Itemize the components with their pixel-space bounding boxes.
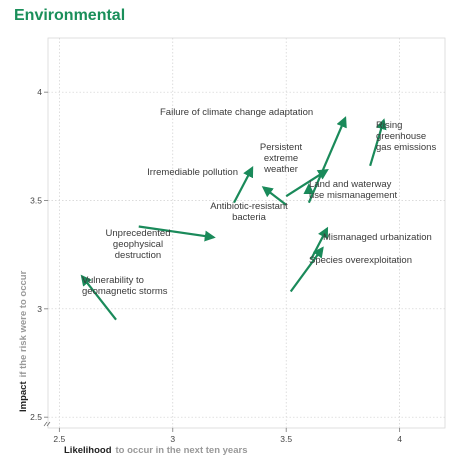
risk-label-line: weather bbox=[263, 164, 298, 175]
risk-label: Failure of climate change adaptation bbox=[160, 107, 313, 118]
x-tick-label: 2.5 bbox=[53, 434, 65, 444]
x-tick-label: 4 bbox=[397, 434, 402, 444]
risk-label: Land and waterway use mismanagement bbox=[309, 179, 398, 201]
axis-break-mark bbox=[43, 421, 51, 427]
risk-label-line: greenhouse bbox=[376, 131, 426, 142]
risk-label-line: Failure of climate change adaptation bbox=[160, 107, 313, 118]
chart-title: Environmental bbox=[14, 7, 126, 24]
risk-label: Mismanaged urbanization bbox=[323, 232, 432, 243]
risk-arrow bbox=[369, 118, 387, 167]
risk-label-line: extreme bbox=[264, 153, 298, 164]
risk-label: Persistent extreme weather bbox=[260, 142, 303, 175]
risk-label: Unprecedented geophysical destruction bbox=[106, 228, 171, 261]
risk-arrow bbox=[80, 274, 117, 321]
y-tick-label: 3.5 bbox=[30, 196, 42, 206]
y-axis-label: Impact if the risk were to occur bbox=[18, 270, 29, 412]
x-axis-label-rest: to occur in the next ten years bbox=[116, 445, 248, 456]
risk-label-line: use mismanagement bbox=[309, 190, 398, 201]
risk-label-line: Mismanaged urbanization bbox=[323, 232, 432, 243]
risk-arrow bbox=[233, 166, 254, 204]
plot-frame bbox=[47, 37, 446, 429]
risk-label-line: geophysical bbox=[113, 239, 163, 250]
risk-label: Irremediable pollution bbox=[147, 167, 238, 178]
risk-label-line: geomagnetic storms bbox=[82, 286, 168, 297]
y-tick-label: 4 bbox=[37, 87, 42, 97]
risk-label-line: Rising bbox=[376, 120, 402, 131]
x-tick-label: 3 bbox=[170, 434, 175, 444]
risk-label: Vulnerability to geomagnetic storms bbox=[82, 275, 168, 297]
risk-label-line: Persistent bbox=[260, 142, 303, 153]
risk-label-line: Antibiotic-resistant bbox=[210, 201, 288, 212]
risk-label-line: Species overexploitation bbox=[309, 255, 412, 266]
risk-label-line: Land and waterway bbox=[309, 179, 392, 190]
risk-label-line: Irremediable pollution bbox=[147, 167, 238, 178]
risk-label-line: destruction bbox=[115, 250, 161, 261]
x-axis-label-bold: Likelihood bbox=[64, 445, 112, 456]
risk-label-line: gas emissions bbox=[376, 142, 436, 153]
risk-arrow bbox=[138, 225, 216, 242]
y-tick-label: 3 bbox=[37, 304, 42, 314]
y-axis-label-rest: if the risk were to occur bbox=[18, 270, 29, 377]
y-tick-label: 2.5 bbox=[30, 412, 42, 422]
risk-label-line: Unprecedented bbox=[106, 228, 171, 239]
risk-label: Species overexploitation bbox=[309, 255, 412, 266]
x-tick-label: 3.5 bbox=[280, 434, 292, 444]
x-axis-label: Likelihood to occur in the next ten years bbox=[64, 445, 247, 456]
risk-label-line: bacteria bbox=[232, 212, 267, 223]
risk-label-line: Vulnerability to bbox=[82, 275, 144, 286]
risk-label: Rising greenhouse gas emissions bbox=[376, 120, 436, 153]
y-axis-label-bold: Impact bbox=[18, 381, 29, 412]
risk-arrow bbox=[261, 186, 287, 206]
risk-arrow bbox=[289, 246, 324, 293]
risk-arrow bbox=[307, 116, 347, 204]
risk-label: Antibiotic-resistant bacteria bbox=[210, 201, 288, 223]
